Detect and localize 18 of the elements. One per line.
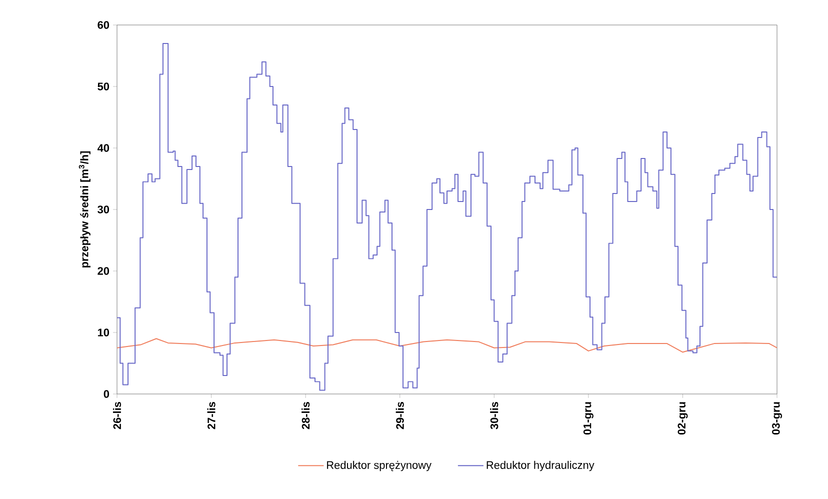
x-tick-label: 03-gru: [772, 402, 782, 435]
y-tick-label: 10: [98, 328, 110, 336]
x-tick-label: 26-lis: [112, 402, 122, 430]
y-tick-label: 40: [97, 144, 110, 152]
y-tick-label: 30: [98, 206, 110, 214]
y-tick-label: 60: [98, 21, 110, 29]
y-tick-label: 50: [98, 82, 110, 90]
x-tick-label: 02-gru: [678, 402, 688, 435]
y-tick-label: 0: [104, 390, 110, 398]
y-axis-title: przepływ średni [m$^{3}$/h]: [78, 151, 90, 268]
x-tick-label: 29-lis: [396, 402, 404, 430]
legend-label: Reduktor sprężynowy: [327, 460, 432, 472]
legend-label: Reduktor hydrauliczny: [486, 460, 594, 472]
x-tick-label: 27-lis: [207, 402, 216, 430]
x-tick-label: 28-lis: [302, 402, 310, 430]
x-tick-label: 01-gru: [583, 402, 594, 435]
y-tick-label: 20: [98, 267, 110, 275]
x-tick-label: 30-lis: [490, 402, 498, 430]
